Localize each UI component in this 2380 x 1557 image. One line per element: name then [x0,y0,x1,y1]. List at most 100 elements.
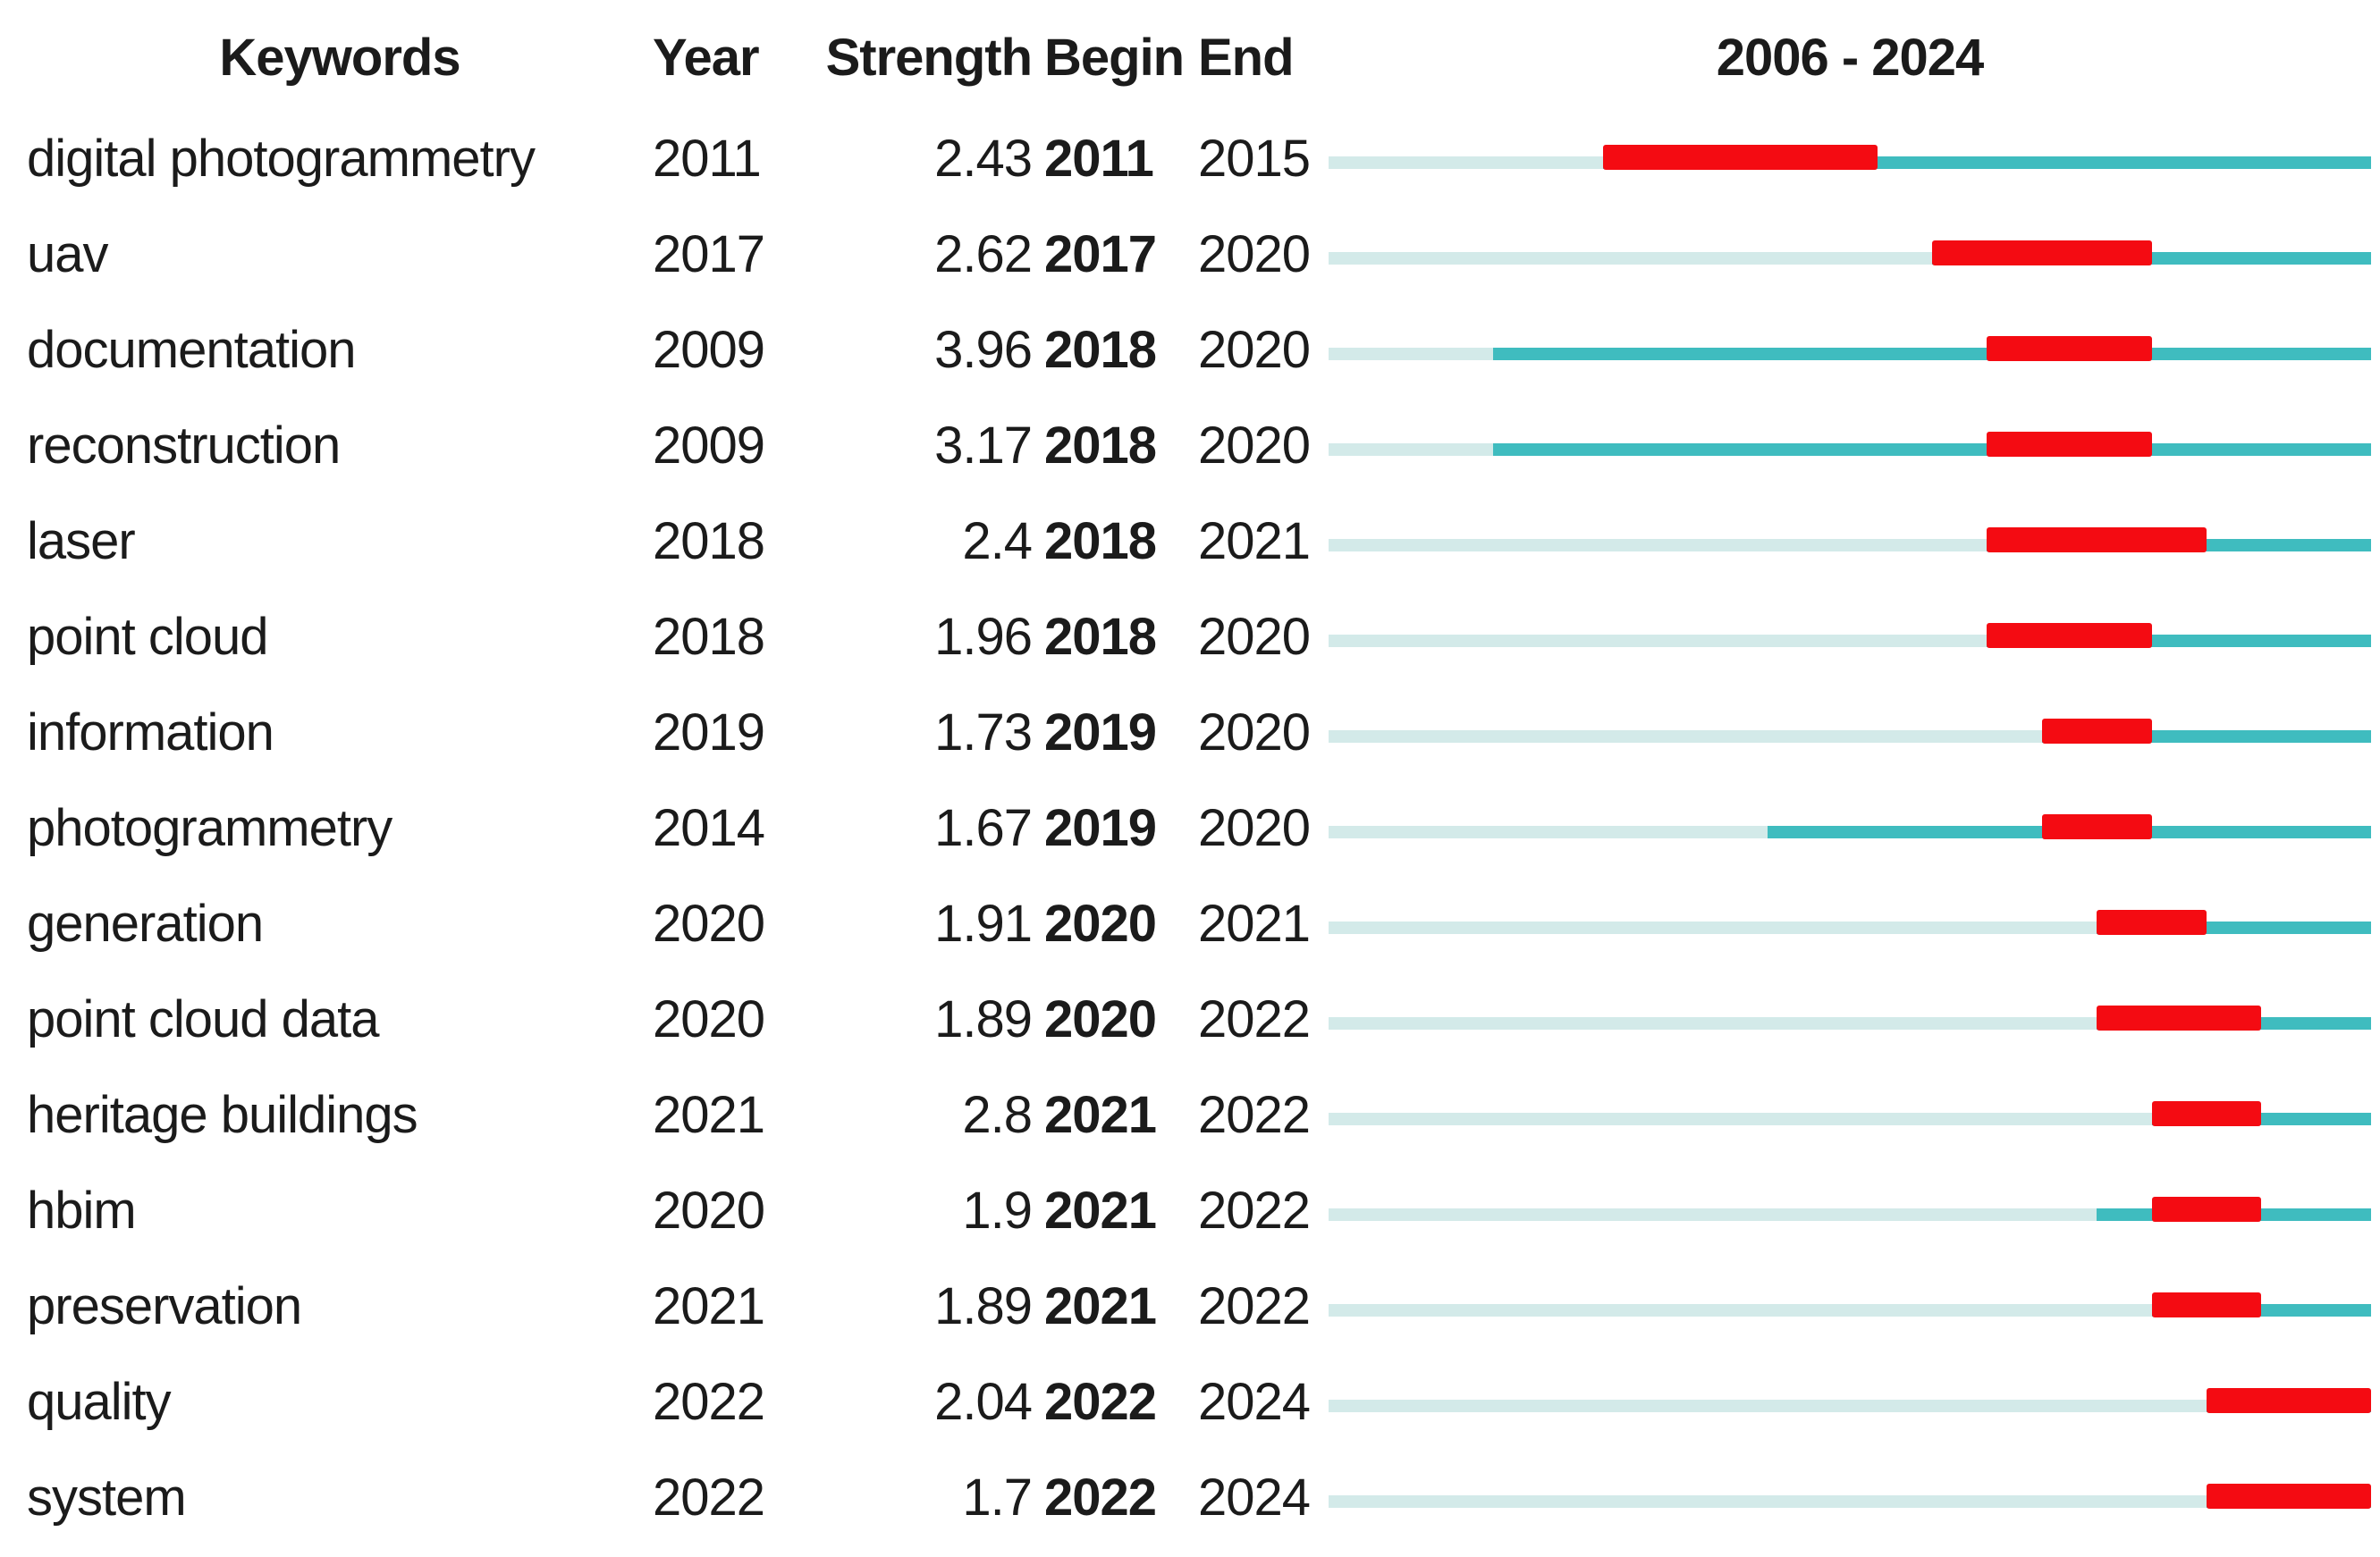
header-strength: Strength [825,29,1033,87]
keyword-cell: heritage buildings [27,1085,418,1144]
header-timeline-range: 2006 - 2024 [1716,29,1985,87]
end-cell: 2020 [1198,224,1311,283]
end-cell: 2022 [1198,1181,1311,1240]
burst-bar [2206,1483,2371,1509]
burst-bar [2151,1100,2262,1126]
begin-cell: 2011 [1044,129,1154,188]
strength-cell: 1.89 [934,1276,1033,1335]
keyword-cell: information [27,703,274,762]
table-row: quality 2022 2.04 2022 2024 [0,1354,2380,1450]
pre-appearance-bar [1329,156,1603,169]
burst-bar [2041,813,2152,839]
table-row: photogrammetry 2014 1.67 2019 2020 [0,780,2380,876]
end-cell: 2022 [1198,1276,1311,1335]
keyword-cell: point cloud [27,607,269,666]
begin-cell: 2021 [1044,1181,1157,1240]
keyword-cell: digital photogrammetry [27,129,536,188]
keyword-cell: system [27,1468,187,1527]
timeline-cell [1329,1067,2371,1163]
begin-cell: 2022 [1044,1468,1157,1527]
begin-cell: 2018 [1044,416,1157,475]
burst-bar [2151,1292,2262,1317]
pre-appearance-bar [1329,1112,2152,1125]
keyword-cell: uav [27,224,109,283]
end-cell: 2021 [1198,894,1311,953]
header-year: Year [653,29,760,87]
header-begin: Begin [1044,29,1185,87]
year-cell: 2009 [653,320,765,379]
table-row: reconstruction 2009 3.17 2018 2020 [0,398,2380,493]
pre-appearance-bar [1329,251,1933,265]
timeline-cell [1329,1163,2371,1258]
timeline-cell [1329,589,2371,685]
year-cell: 2011 [653,129,762,188]
strength-cell: 2.43 [934,129,1033,188]
strength-cell: 1.9 [962,1181,1033,1240]
table-row: digital photogrammetry 2011 2.43 2011 20… [0,111,2380,206]
timeline-cell [1329,685,2371,780]
table-row: preservation 2021 1.89 2021 2022 [0,1258,2380,1354]
strength-cell: 2.8 [962,1085,1033,1144]
pre-appearance-bar [1329,1494,2207,1508]
begin-cell: 2020 [1044,989,1157,1048]
table-row: uav 2017 2.62 2017 2020 [0,206,2380,302]
keyword-cell: hbim [27,1181,137,1240]
end-cell: 2024 [1198,1468,1311,1527]
begin-cell: 2021 [1044,1085,1157,1144]
timeline-cell [1329,206,2371,302]
begin-cell: 2020 [1044,894,1157,953]
burst-bar [2041,718,2152,744]
timeline-cell [1329,1450,2371,1545]
strength-cell: 3.96 [934,320,1033,379]
end-cell: 2020 [1198,416,1311,475]
strength-cell: 1.96 [934,607,1033,666]
year-cell: 2018 [653,511,765,570]
burst-bar [2151,1196,2262,1222]
keyword-cell: preservation [27,1276,302,1335]
rows: digital photogrammetry 2011 2.43 2011 20… [0,111,2380,1545]
timeline-cell [1329,876,2371,972]
year-cell: 2017 [653,224,765,283]
strength-cell: 1.67 [934,798,1033,857]
burst-bar [1987,431,2152,457]
year-cell: 2014 [653,798,765,857]
burst-bar [2206,1387,2371,1413]
keyword-cell: reconstruction [27,416,341,475]
strength-cell: 3.17 [934,416,1033,475]
header-end: End [1198,29,1295,87]
end-cell: 2024 [1198,1372,1311,1431]
strength-cell: 1.91 [934,894,1033,953]
begin-cell: 2018 [1044,320,1157,379]
strength-cell: 2.4 [962,511,1033,570]
end-cell: 2021 [1198,511,1311,570]
table-row: documentation 2009 3.96 2018 2020 [0,302,2380,398]
burst-bar [1987,526,2207,552]
timeline-cell [1329,1354,2371,1450]
begin-cell: 2017 [1044,224,1157,283]
burst-bar [1602,144,1878,170]
burst-bar [2097,1005,2262,1031]
begin-cell: 2022 [1044,1372,1157,1431]
pre-appearance-bar [1329,921,2097,934]
timeline-cell [1329,302,2371,398]
year-cell: 2020 [653,894,765,953]
timeline-cell [1329,780,2371,876]
pre-appearance-bar [1329,825,1768,838]
end-cell: 2020 [1198,607,1311,666]
pre-appearance-bar [1329,538,1988,551]
year-cell: 2021 [653,1085,765,1144]
timeline-cell [1329,1258,2371,1354]
pre-appearance-bar [1329,729,2042,743]
table-row: laser 2018 2.4 2018 2021 [0,493,2380,589]
keyword-cell: generation [27,894,264,953]
begin-cell: 2019 [1044,703,1157,762]
table-row: hbim 2020 1.9 2021 2022 [0,1163,2380,1258]
table-row: information 2019 1.73 2019 2020 [0,685,2380,780]
burst-bar [2097,909,2207,935]
year-cell: 2022 [653,1372,765,1431]
year-cell: 2018 [653,607,765,666]
pre-appearance-bar [1329,634,1988,647]
active-period-bar [1493,347,2371,360]
end-cell: 2022 [1198,1085,1311,1144]
